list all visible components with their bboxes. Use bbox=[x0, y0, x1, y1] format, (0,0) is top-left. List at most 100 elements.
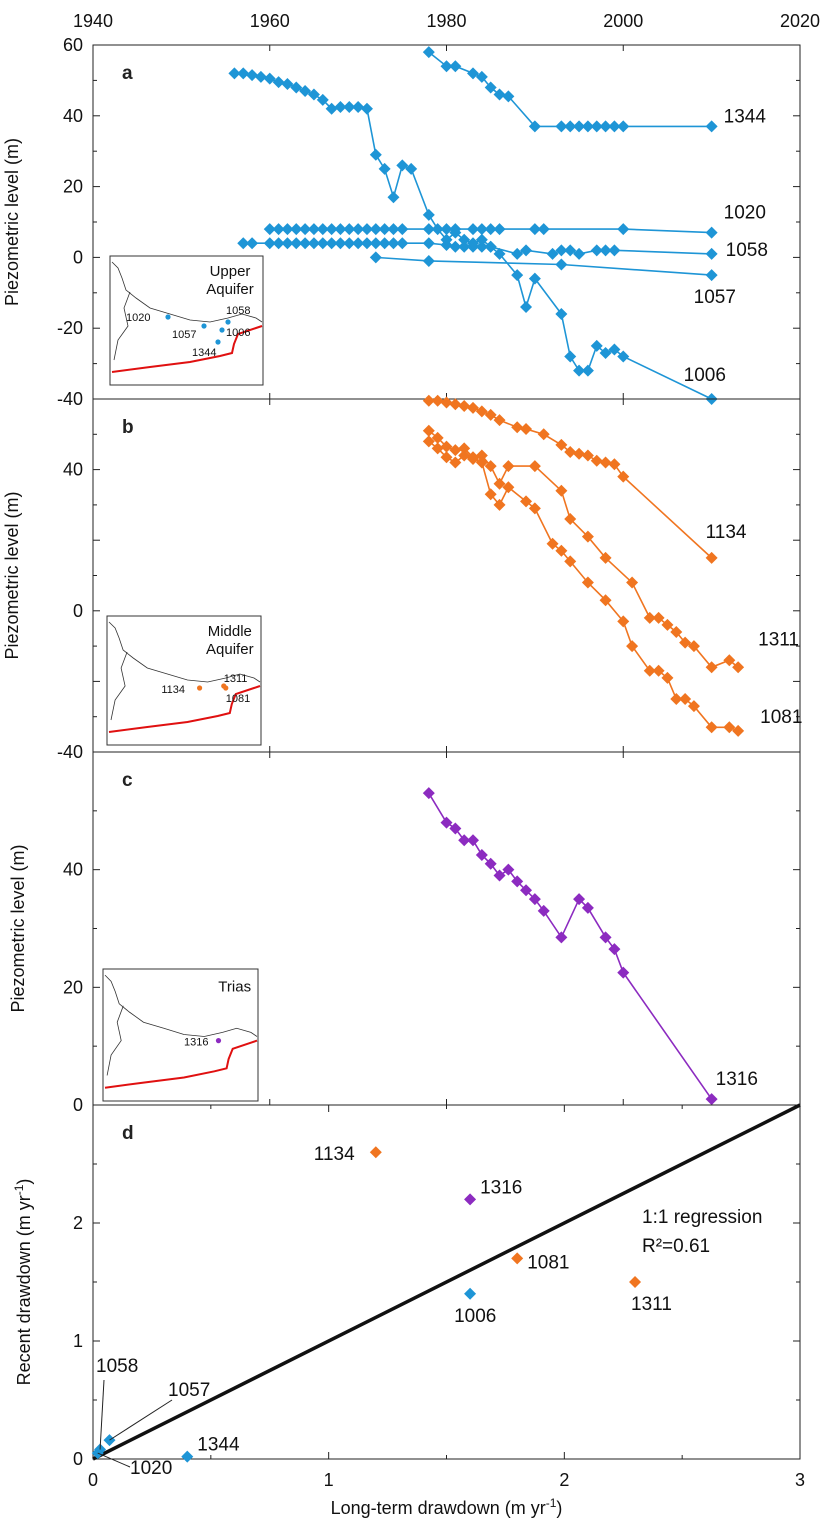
data-point bbox=[467, 223, 480, 236]
data-point bbox=[484, 81, 497, 94]
series-end-label: 1006 bbox=[684, 365, 726, 386]
data-point bbox=[281, 77, 294, 90]
data-point bbox=[705, 551, 718, 564]
data-point bbox=[573, 364, 586, 377]
data-point bbox=[325, 223, 338, 236]
panel-c-trias: 40 20 0 Piezometric level (m) c Trias 1316 1316 bbox=[8, 751, 801, 1115]
data-point bbox=[732, 724, 745, 737]
data-point bbox=[493, 869, 506, 882]
data-point bbox=[475, 70, 488, 83]
y-tick-label: -40 bbox=[57, 389, 83, 409]
data-point bbox=[564, 513, 577, 526]
data-point bbox=[661, 671, 674, 684]
inset-well-label: 1020 bbox=[126, 312, 150, 324]
data-point bbox=[617, 120, 630, 133]
data-point bbox=[334, 100, 347, 113]
panel-b-middle-aquifer: 40 0 -40 Piezometric level (m) b MiddleAquife… bbox=[2, 394, 802, 762]
data-point bbox=[458, 449, 471, 462]
inset-well-label: 1057 bbox=[172, 329, 196, 341]
x-axis-label: Long-term drawdown (m yr-1) bbox=[331, 1496, 563, 1518]
data-point bbox=[316, 223, 329, 236]
inset-map: Trias 1316 bbox=[102, 968, 259, 1102]
series-1081: 1081 bbox=[422, 435, 802, 737]
series-line bbox=[375, 256, 712, 276]
inset-well-dot bbox=[215, 1038, 222, 1044]
data-point bbox=[307, 88, 320, 101]
data-point bbox=[670, 625, 683, 638]
data-point bbox=[387, 237, 400, 250]
inset-well-label: 1344 bbox=[192, 347, 216, 359]
scatter-point bbox=[181, 1450, 194, 1463]
data-point bbox=[679, 636, 692, 649]
scatter-point bbox=[369, 1146, 382, 1159]
data-point bbox=[422, 237, 435, 250]
data-point bbox=[590, 120, 603, 133]
data-point bbox=[325, 237, 338, 250]
data-point bbox=[254, 70, 267, 83]
data-point bbox=[290, 237, 303, 250]
series-1020: 1020 bbox=[263, 203, 766, 239]
series-end-label: 1344 bbox=[724, 106, 767, 127]
data-point bbox=[617, 223, 630, 236]
data-point bbox=[237, 237, 250, 250]
regression-label: 1:1 regression bbox=[642, 1207, 762, 1228]
data-point bbox=[484, 240, 497, 253]
data-point bbox=[661, 618, 674, 631]
data-point bbox=[643, 664, 656, 677]
data-point bbox=[493, 477, 506, 490]
series-end-label: 1081 bbox=[760, 707, 802, 728]
data-point bbox=[440, 223, 453, 236]
scatter-point-label: 1057 bbox=[168, 1380, 210, 1401]
data-point bbox=[652, 664, 665, 677]
data-point bbox=[475, 240, 488, 253]
data-point bbox=[299, 85, 312, 98]
data-point bbox=[546, 247, 559, 260]
data-point bbox=[502, 460, 515, 473]
data-point bbox=[343, 223, 356, 236]
inset-well-label: 1134 bbox=[161, 684, 185, 696]
data-point bbox=[617, 966, 630, 979]
data-point bbox=[555, 120, 568, 133]
data-point bbox=[723, 654, 736, 667]
data-point bbox=[484, 488, 497, 501]
data-point bbox=[263, 237, 276, 250]
data-point bbox=[369, 223, 382, 236]
data-point bbox=[546, 537, 559, 550]
data-point bbox=[723, 721, 736, 734]
data-point bbox=[528, 893, 541, 906]
data-point bbox=[493, 247, 506, 260]
data-point bbox=[564, 120, 577, 133]
data-point bbox=[502, 90, 515, 103]
data-point bbox=[422, 46, 435, 59]
inset-well-dot bbox=[201, 323, 207, 329]
data-point bbox=[272, 237, 285, 250]
data-point bbox=[467, 834, 480, 847]
panel-letter: c bbox=[122, 770, 133, 791]
inset-title: Aquifer bbox=[206, 281, 254, 298]
data-point bbox=[352, 237, 365, 250]
series-end-label: 1058 bbox=[726, 240, 768, 261]
data-point bbox=[387, 191, 400, 204]
data-point bbox=[272, 76, 285, 89]
series-line bbox=[428, 430, 739, 669]
scatter-point-label: 1344 bbox=[197, 1435, 240, 1456]
data-point bbox=[581, 530, 594, 543]
inset-well-label: 1058 bbox=[226, 305, 250, 317]
data-point bbox=[475, 223, 488, 236]
data-point bbox=[299, 237, 312, 250]
data-point bbox=[590, 454, 603, 467]
data-point bbox=[449, 822, 462, 835]
series-end-label: 1311 bbox=[758, 629, 799, 650]
data-point bbox=[475, 456, 488, 469]
data-point bbox=[626, 640, 639, 653]
data-point bbox=[352, 223, 365, 236]
inset-well-dot bbox=[225, 319, 231, 325]
data-point bbox=[705, 120, 718, 133]
y-tick-label: 0 bbox=[73, 601, 83, 621]
data-point bbox=[431, 223, 444, 236]
data-point bbox=[555, 484, 568, 497]
inset-frame bbox=[102, 968, 259, 1102]
series-1344: 1344 bbox=[422, 46, 767, 133]
data-point bbox=[573, 447, 586, 460]
data-point bbox=[228, 67, 241, 80]
